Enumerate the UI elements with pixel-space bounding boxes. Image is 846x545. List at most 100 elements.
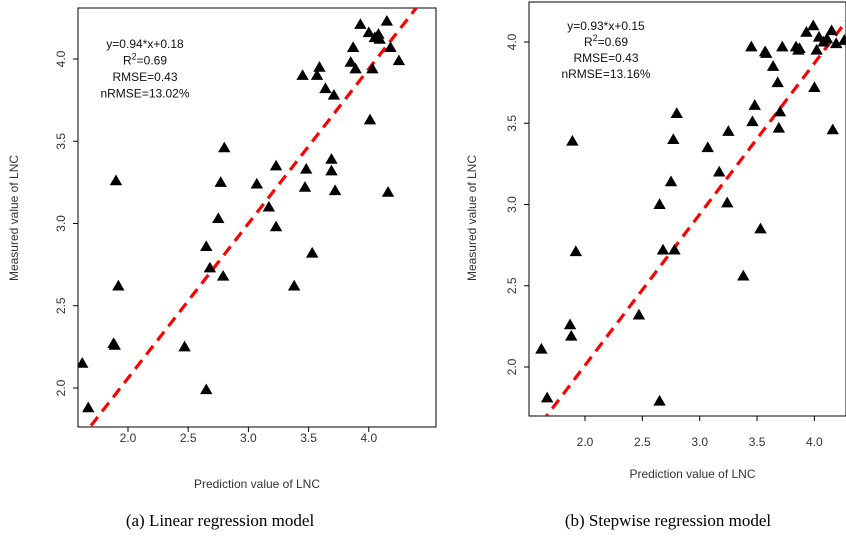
data-point xyxy=(319,82,332,94)
data-point xyxy=(760,47,773,58)
x-tick-label: 2.5 xyxy=(634,435,651,449)
data-point xyxy=(203,261,217,273)
data-point xyxy=(325,164,338,176)
x-tick-label: 3.5 xyxy=(300,431,317,445)
data-point xyxy=(306,246,319,258)
data-point xyxy=(772,121,786,133)
x-axis-title: Prediction value of LNC xyxy=(194,477,320,491)
data-point xyxy=(701,141,714,153)
data-point xyxy=(313,61,326,72)
data-point xyxy=(800,26,813,37)
y-tick-label: 3.0 xyxy=(505,196,519,213)
y-tick-label: 4.0 xyxy=(54,50,68,67)
data-point xyxy=(668,243,681,255)
data-point xyxy=(269,220,283,232)
data-point xyxy=(82,401,95,413)
data-points xyxy=(78,14,406,413)
data-point xyxy=(712,165,726,177)
data-point xyxy=(373,33,386,44)
data-point xyxy=(565,329,578,341)
x-tick-label: 4.0 xyxy=(806,435,823,449)
data-point xyxy=(754,222,767,234)
data-point xyxy=(826,123,839,135)
x-tick-label: 3.0 xyxy=(691,435,708,449)
data-point xyxy=(298,181,312,192)
data-point xyxy=(327,88,341,100)
data-point xyxy=(748,99,761,110)
y-tick-label: 2.5 xyxy=(505,277,519,294)
data-point xyxy=(218,141,231,153)
data-point xyxy=(178,340,191,352)
data-point xyxy=(363,113,377,125)
y-tick-label: 3.5 xyxy=(54,133,68,150)
data-point xyxy=(566,134,579,146)
equation-text: y=0.94*x+0.18 xyxy=(106,37,184,51)
data-point xyxy=(346,41,360,52)
data-point xyxy=(366,62,379,74)
data-point xyxy=(269,159,283,171)
data-point xyxy=(670,107,683,118)
x-tick-label: 2.0 xyxy=(577,435,594,449)
data-point xyxy=(216,269,230,281)
data-point xyxy=(262,200,276,212)
r-squared-value: =0.69 xyxy=(137,54,168,68)
plot-frame xyxy=(77,7,437,428)
x-tick-label: 4.0 xyxy=(360,431,377,445)
y-axis-title: Measured value of LNC xyxy=(465,155,479,281)
x-tick-label: 3.5 xyxy=(749,435,766,449)
data-point xyxy=(773,105,787,117)
x-tick-label: 3.0 xyxy=(240,431,257,445)
chart-stepwise-regression: 2.0 2.5 3.0 3.5 4.0 2.0 2.5 3.0 3.5 4.0 Prediction… xyxy=(465,1,846,530)
nrmse-text: nRMSE=13.02% xyxy=(100,87,189,101)
y-tick-label: 4.0 xyxy=(505,33,519,50)
data-point xyxy=(354,18,367,29)
data-point xyxy=(820,32,834,44)
data-point xyxy=(200,240,213,251)
data-point xyxy=(349,62,362,74)
data-point xyxy=(766,60,780,71)
data-point xyxy=(328,184,342,196)
r-squared-superscript: 2 xyxy=(132,52,137,62)
data-point xyxy=(745,40,758,52)
x-axis-title: Prediction value of LNC xyxy=(629,467,755,481)
data-point xyxy=(250,177,264,189)
data-point xyxy=(380,14,394,26)
data-point xyxy=(721,196,734,208)
data-point xyxy=(810,43,823,55)
data-point xyxy=(344,56,357,67)
x-tick-label: 2.5 xyxy=(180,431,197,445)
data-point xyxy=(78,357,89,368)
data-point xyxy=(653,198,666,209)
data-point xyxy=(362,26,375,38)
data-point xyxy=(540,391,554,403)
data-point xyxy=(569,245,583,257)
data-point xyxy=(807,19,820,31)
data-point xyxy=(563,318,577,330)
y-tick-label: 3.5 xyxy=(505,115,519,132)
data-point xyxy=(838,34,846,45)
data-point xyxy=(109,174,123,186)
data-point xyxy=(108,339,121,350)
y-axis-title: Measured value of LNC xyxy=(7,155,21,281)
data-points xyxy=(535,19,846,406)
y-tick-label: 3.0 xyxy=(54,215,68,232)
data-point xyxy=(746,115,759,127)
data-point xyxy=(310,69,324,80)
r-squared-text: R2=0.69 xyxy=(123,52,167,68)
data-point xyxy=(632,308,646,320)
data-point xyxy=(299,163,313,174)
r-squared-r: R xyxy=(123,54,132,68)
figure-caption: (b) Stepwise regression model xyxy=(565,511,772,530)
r-squared-text: R2=0.69 xyxy=(584,33,628,49)
y-tick-label: 2.0 xyxy=(54,379,68,396)
data-point xyxy=(737,269,750,281)
regression-line xyxy=(544,18,846,416)
chart-linear-regression: 2.0 2.5 3.0 3.5 4.0 2.0 2.5 3.0 3.5 4.0 Prediction… xyxy=(7,7,437,530)
rmse-text: RMSE=0.43 xyxy=(573,51,638,65)
r-squared-r: R xyxy=(584,35,593,49)
figure-caption: (a) Linear regression model xyxy=(126,511,315,530)
rmse-text: RMSE=0.43 xyxy=(112,70,177,84)
data-point xyxy=(535,342,548,354)
r-squared-value: =0.69 xyxy=(598,35,629,49)
data-point xyxy=(653,394,666,406)
